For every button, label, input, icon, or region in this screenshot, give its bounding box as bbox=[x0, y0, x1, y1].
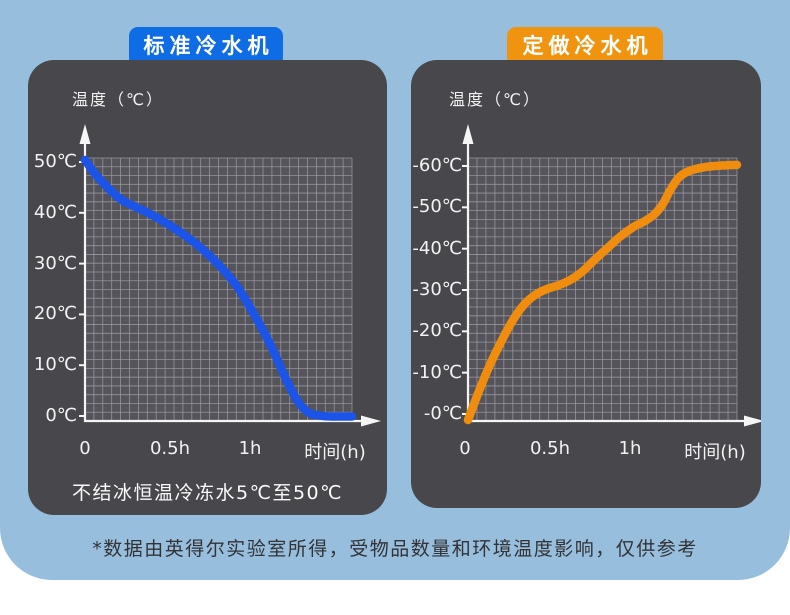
y-axis-title: 温度（℃） bbox=[72, 90, 164, 109]
custom-chiller-chart-svg bbox=[462, 124, 761, 427]
y-tick-label: 20℃ bbox=[33, 303, 77, 325]
standard-chiller-panel: 温度（℃） 50℃ 40℃ 30℃ 20℃ 10℃ 0℃ 0 0.5h 1h 时间(h) 不结… bbox=[28, 60, 387, 515]
x-axis-title: 时间(h) bbox=[684, 442, 746, 463]
y-tick-label: 30℃ bbox=[33, 252, 77, 274]
x-tick-label: 1h bbox=[238, 438, 262, 459]
x-tick-label: 0.5h bbox=[529, 438, 571, 459]
y-tick-label: 50℃ bbox=[33, 151, 77, 172]
x-tick-label: 0.5h bbox=[149, 438, 191, 459]
y-tick-label: -50℃ bbox=[412, 196, 462, 218]
y-tick-label: -40℃ bbox=[412, 237, 462, 259]
standard-chiller-tab-label: 标准冷水机 bbox=[143, 34, 274, 58]
x-tick-label: 1h bbox=[618, 438, 642, 459]
custom-chiller-tab-label: 定做冷水机 bbox=[522, 34, 653, 58]
x-tick-label: 0 bbox=[79, 438, 91, 459]
y-tick-label: -20℃ bbox=[412, 320, 462, 342]
x-axis-title: 时间(h) bbox=[304, 442, 366, 463]
y-tick-label: 0℃ bbox=[45, 405, 77, 426]
y-axis-title: 温度（℃） bbox=[449, 90, 541, 109]
chart-caption: 不结冰恒温冷冻水5℃至50℃ bbox=[72, 482, 343, 504]
y-tick-label: -10℃ bbox=[412, 361, 462, 383]
x-tick-label: 0 bbox=[459, 438, 471, 459]
y-tick-label: -60℃ bbox=[412, 155, 462, 176]
y-tick-label: -30℃ bbox=[412, 279, 462, 300]
y-tick-label: 10℃ bbox=[33, 354, 77, 376]
data-disclaimer-footnote: *数据由英得尔实验室所得，受物品数量和环境温度影响，仅供参考 bbox=[92, 538, 698, 560]
y-tick-label: 40℃ bbox=[33, 201, 77, 223]
standard-chiller-chart-svg bbox=[79, 124, 381, 427]
y-tick-label: -0℃ bbox=[423, 403, 462, 424]
custom-chiller-panel: 温度（℃） -60℃ -50℃ -40℃ -30℃ -20℃ -10℃ -0℃ 0 0.5h 1… bbox=[411, 60, 761, 508]
